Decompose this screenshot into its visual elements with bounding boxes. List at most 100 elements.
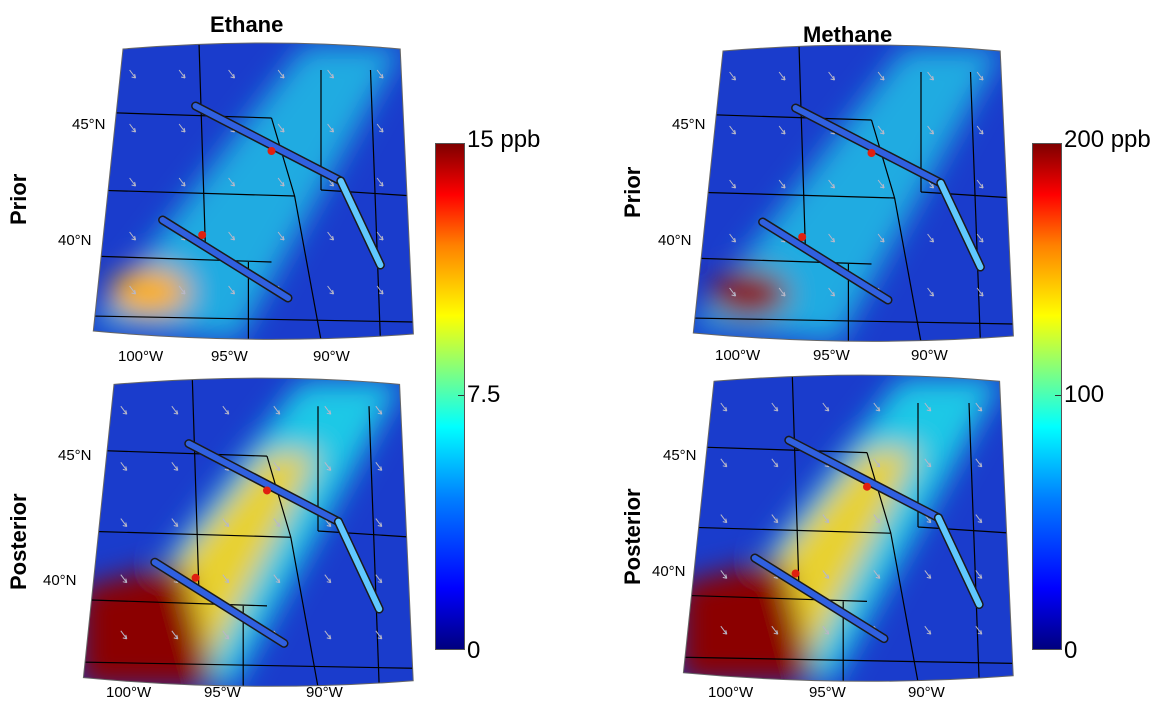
wind-arrow-icon [324,574,332,584]
flight-track [937,180,984,270]
wind-arrow-icon [729,233,737,243]
wind-arrow-icon [273,405,281,415]
lon-label-100w: 100°W [708,684,754,701]
wind-arrow-icon [720,402,728,412]
wind-arrow-icon [277,69,285,79]
row-label-prior-left: Prior [6,173,31,225]
flight-tracks [158,101,385,303]
ethane-colorbar-tick [458,395,464,396]
track-hotspot [867,149,876,157]
wind-arrow-icon [327,69,335,79]
source-region [683,558,816,682]
flight-track [337,178,384,268]
wind-arrow-icon [976,179,984,189]
methane-colorbar-tick [1055,395,1061,396]
flight-track [785,437,942,521]
wind-arrow-icon [376,123,384,133]
map-frame [92,42,414,340]
lat-label-40n: 40°N [43,572,77,589]
wind-arrow-icon [927,125,935,135]
wind-arrow-icon [873,402,881,412]
wind-arrow-icon [120,405,128,415]
wind-arrow-icon [822,514,830,524]
wind-arrow-icon [327,123,335,133]
wind-arrow-icon [924,402,932,412]
wind-arrows [120,405,383,640]
wind-arrow-icon [822,402,830,412]
wind-arrow-icon [927,233,935,243]
wind-arrow-icon [222,405,230,415]
map-frame [682,374,1014,682]
lon-label-95w: 95°W [813,347,850,364]
ethane-colorbar-max: 15 ppb [467,126,541,153]
track-hotspot [191,573,200,582]
ethane-colorbar-min: 0 [467,637,481,664]
wind-arrow-icon [178,69,186,79]
wind-arrow-icon [376,69,384,79]
wind-arrow-icon [129,177,137,187]
state-borders [693,45,1014,342]
wind-arrow-icon [228,231,236,241]
wind-arrow-icon [178,177,186,187]
track-hotspot [863,482,871,491]
wind-arrow-icon [828,71,836,81]
wind-arrow-icon [877,233,885,243]
row-label-prior-right: Prior [620,166,645,218]
wind-arrow-icon [975,402,983,412]
wind-arrow-icon [171,405,179,415]
wind-arrow-icon [277,123,285,133]
wind-arrow-icon [129,231,137,241]
wind-arrow-icon [771,458,779,468]
wind-arrow-icon [828,233,836,243]
wind-arrow-icon [771,402,779,412]
wind-arrow-icon [171,518,179,528]
wind-arrow-icon [976,287,984,297]
wind-arrow-icon [277,231,285,241]
wind-arrow-icon [976,233,984,243]
track-hotspot [798,233,807,241]
wind-arrow-icon [327,285,335,295]
track-hotspot [267,147,276,155]
lat-label-45n: 45°N [58,447,92,464]
flight-track [159,217,291,301]
wind-arrow-icon [273,518,281,528]
wind-arrow-icon [720,625,728,635]
methane-colorbar-max: 200 ppb [1064,126,1151,153]
state-borders [683,375,1014,682]
wind-arrow-icon [324,630,332,640]
methane-colorbar-mid: 100 [1064,381,1105,408]
wind-arrow-icon [273,574,281,584]
flight-tracks [150,439,384,648]
state-borders [83,378,414,687]
wind-arrow-icon [324,462,332,471]
wind-arrow-icon [975,458,983,468]
wind-arrow-icon [375,518,383,528]
wind-arrow-icon [129,123,137,133]
wind-arrow-icon [976,71,984,81]
wind-arrow-icon [375,405,383,415]
wind-arrow-icon [975,570,983,579]
flight-track [792,105,944,186]
wind-arrow-icon [828,179,836,189]
wind-arrow-icon [375,630,383,640]
wind-arrow-icon [877,71,885,81]
wind-arrow-icon [120,518,128,528]
wind-arrow-icon [222,518,230,528]
wind-arrow-icon [873,458,881,468]
lon-label-100w: 100°W [118,348,164,365]
flight-track [751,555,887,642]
wind-arrow-icon [222,630,230,640]
wind-arrow-icon [729,71,737,81]
wind-arrow-icon [976,125,984,135]
track-hotspot [198,231,207,239]
lat-label-45n: 45°N [72,116,106,133]
flight-track [185,440,342,525]
wind-arrow-icon [778,287,786,297]
wind-arrows [129,69,384,295]
lon-label-95w: 95°W [809,684,846,701]
lon-label-95w: 95°W [204,684,241,701]
wind-arrow-icon [873,570,881,579]
methane-colorbar-min: 0 [1064,637,1078,664]
wind-arrow-icon [924,570,932,579]
wind-arrow-icon [324,405,332,415]
